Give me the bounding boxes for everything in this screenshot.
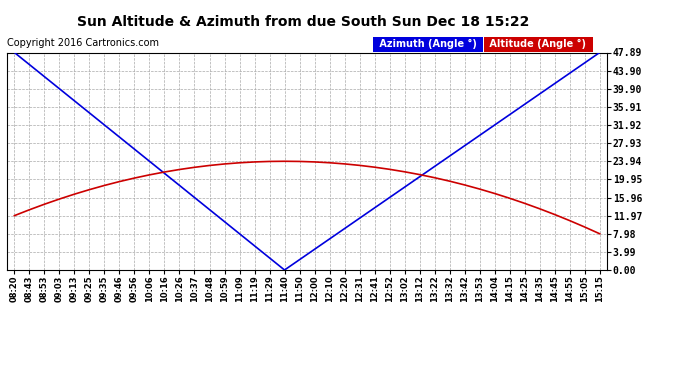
Text: Azimuth (Angle °): Azimuth (Angle °) [376, 39, 480, 50]
Text: Copyright 2016 Cartronics.com: Copyright 2016 Cartronics.com [7, 38, 159, 48]
Text: Sun Altitude & Azimuth from due South Sun Dec 18 15:22: Sun Altitude & Azimuth from due South Su… [77, 15, 530, 29]
Text: Altitude (Angle °): Altitude (Angle °) [486, 39, 590, 50]
